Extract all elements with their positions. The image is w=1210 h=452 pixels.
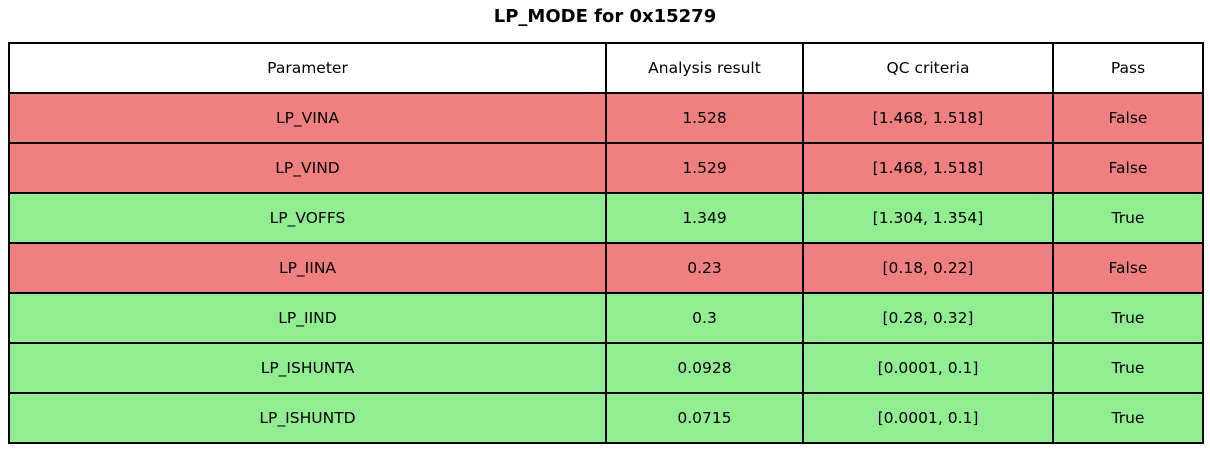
parameter-cell: LP_ISHUNTA	[8, 342, 607, 394]
header-row: Parameter Analysis result QC criteria Pa…	[8, 42, 1204, 94]
analysis-result-cell: 1.528	[605, 92, 804, 144]
qc-criteria-cell: [1.304, 1.354]	[802, 192, 1054, 244]
analysis-result-cell: 1.349	[605, 192, 804, 244]
parameter-cell: LP_VIND	[8, 142, 607, 194]
table-row: LP_ISHUNTD 0.0715 [0.0001, 0.1] True	[8, 392, 1204, 444]
pass-cell: False	[1052, 242, 1204, 294]
table-row: LP_VOFFS 1.349 [1.304, 1.354] True	[8, 192, 1204, 244]
analysis-result-cell: 0.23	[605, 242, 804, 294]
analysis-result-cell: 1.529	[605, 142, 804, 194]
table-row: LP_VINA 1.528 [1.468, 1.518] False	[8, 92, 1204, 144]
table-row: LP_IINA 0.23 [0.18, 0.22] False	[8, 242, 1204, 294]
qc-results-table: Parameter Analysis result QC criteria Pa…	[8, 42, 1204, 444]
analysis-result-cell: 0.0928	[605, 342, 804, 394]
table-row: LP_IIND 0.3 [0.28, 0.32] True	[8, 292, 1204, 344]
pass-cell: True	[1052, 192, 1204, 244]
parameter-cell: LP_IIND	[8, 292, 607, 344]
qc-criteria-cell: [0.28, 0.32]	[802, 292, 1054, 344]
table-header: Parameter Analysis result QC criteria Pa…	[8, 42, 1204, 94]
chart-title: LP_MODE for 0x15279	[493, 6, 717, 27]
pass-cell: True	[1052, 342, 1204, 394]
qc-criteria-cell: [0.0001, 0.1]	[802, 342, 1054, 394]
parameter-cell: LP_VOFFS	[8, 192, 607, 244]
column-header-pass: Pass	[1052, 42, 1204, 94]
column-header-analysis-result: Analysis result	[605, 42, 804, 94]
pass-cell: False	[1052, 92, 1204, 144]
table-body: LP_VINA 1.528 [1.468, 1.518] False LP_VI…	[8, 92, 1204, 444]
pass-cell: False	[1052, 142, 1204, 194]
qc-criteria-cell: [0.18, 0.22]	[802, 242, 1054, 294]
parameter-cell: LP_IINA	[8, 242, 607, 294]
parameter-cell: LP_VINA	[8, 92, 607, 144]
column-header-parameter: Parameter	[8, 42, 607, 94]
parameter-cell: LP_ISHUNTD	[8, 392, 607, 444]
column-header-qc-criteria: QC criteria	[802, 42, 1054, 94]
table-row: LP_VIND 1.529 [1.468, 1.518] False	[8, 142, 1204, 194]
qc-criteria-cell: [1.468, 1.518]	[802, 92, 1054, 144]
table-row: LP_ISHUNTA 0.0928 [0.0001, 0.1] True	[8, 342, 1204, 394]
pass-cell: True	[1052, 392, 1204, 444]
qc-criteria-cell: [0.0001, 0.1]	[802, 392, 1054, 444]
analysis-result-cell: 0.3	[605, 292, 804, 344]
pass-cell: True	[1052, 292, 1204, 344]
qc-criteria-cell: [1.468, 1.518]	[802, 142, 1054, 194]
analysis-result-cell: 0.0715	[605, 392, 804, 444]
